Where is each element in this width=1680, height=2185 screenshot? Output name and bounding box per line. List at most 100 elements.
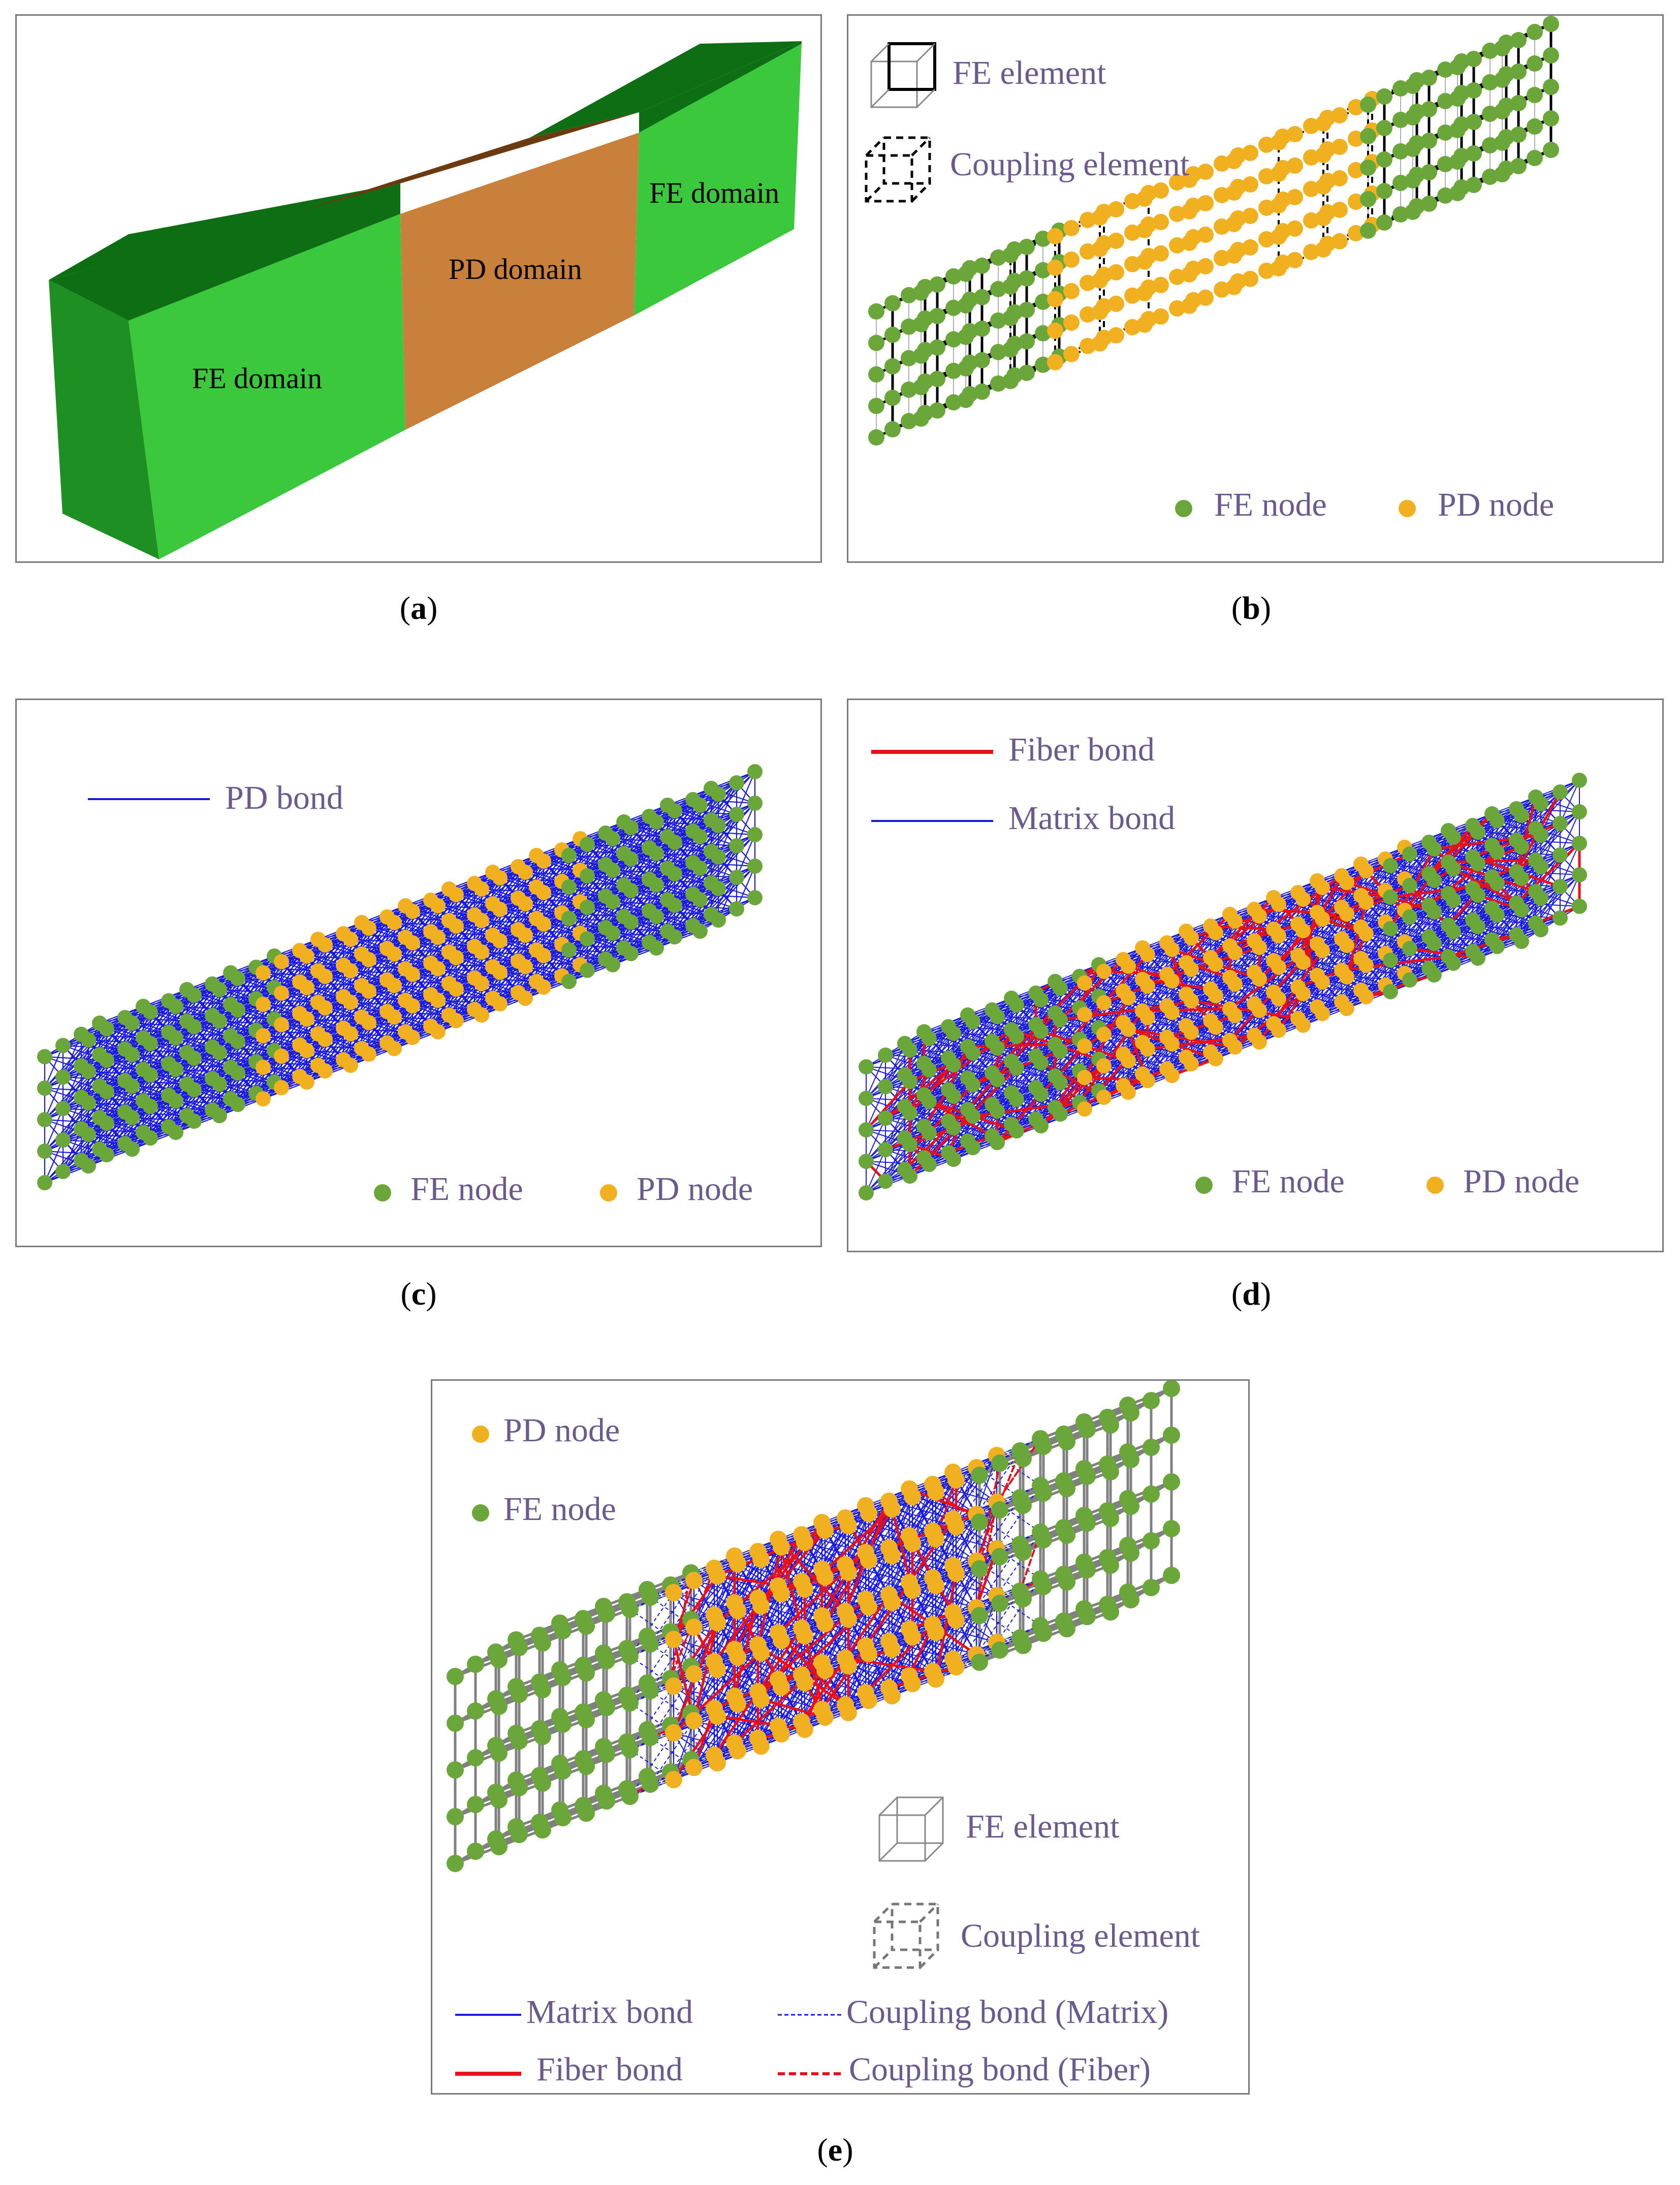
fe-node: [1019, 270, 1035, 287]
fe-node: [143, 1067, 158, 1083]
fe-node: [580, 900, 595, 915]
fe-node: [974, 321, 990, 337]
pd-node: [1258, 231, 1275, 247]
pd-node-label: PD node: [637, 1170, 753, 1208]
fe-node: [1392, 143, 1409, 160]
fe-node: [623, 946, 639, 961]
pd-node: [1303, 149, 1319, 166]
pd-node: [1226, 184, 1242, 201]
pd-node: [1080, 338, 1096, 354]
pd-node: [1063, 220, 1080, 236]
pd-node: [1303, 181, 1319, 197]
pd-node: [1092, 304, 1108, 320]
pd-node: [1258, 200, 1275, 216]
fe-node: [186, 1082, 202, 1097]
pd-node: [474, 944, 489, 960]
fe-node: [143, 1004, 158, 1020]
pd-node: [343, 995, 358, 1010]
pd-node: [387, 946, 402, 962]
fe-node: [212, 1108, 227, 1123]
fe-left-top-corner: [49, 183, 400, 321]
fe-node: [649, 814, 664, 830]
pd-node: [1226, 279, 1242, 295]
fe-node: [1527, 87, 1543, 103]
fe-node: [1494, 72, 1510, 88]
fe-node-label: FE node: [410, 1170, 523, 1208]
fe-node: [561, 942, 577, 958]
fe-node: [81, 1095, 96, 1111]
fe-node: [561, 911, 577, 926]
fe-node: [1466, 114, 1482, 130]
pd-node: [1258, 168, 1275, 184]
fe-node: [1019, 365, 1035, 381]
pd-node: [1332, 139, 1348, 155]
fe-node: [1405, 109, 1421, 125]
fe-node: [901, 287, 917, 303]
pd-node: [536, 853, 551, 869]
fe-node: [1482, 106, 1498, 122]
fe-node: [990, 312, 1006, 329]
fe-node: [1449, 185, 1466, 201]
pd-node: [1136, 285, 1153, 301]
pd-node: [1214, 155, 1230, 172]
pd-node: [343, 1058, 358, 1073]
fe-node: [1527, 150, 1543, 166]
fe-node: [747, 890, 763, 905]
fe-node: [945, 363, 962, 379]
fe-node: [1405, 141, 1421, 157]
pd-domain-label: PD domain: [449, 252, 582, 286]
fe-node: [958, 266, 974, 282]
fe-node: [605, 863, 620, 878]
fe-node: [901, 413, 917, 429]
fe-node: [1002, 247, 1019, 263]
pd-node: [1136, 191, 1153, 207]
fe-node: [1543, 110, 1559, 126]
pd-node: [1108, 327, 1124, 343]
pd-node: [449, 919, 464, 934]
panel-b: FE element Coupling element FE node PD n…: [847, 14, 1664, 563]
fe-node: [1035, 357, 1051, 373]
caption-b: (b): [1231, 590, 1272, 626]
pd-node: [1181, 203, 1197, 219]
fe-node: [1437, 187, 1453, 204]
pd-node: [1092, 272, 1108, 289]
pd-node: [1108, 201, 1124, 217]
fe-node: [124, 1047, 140, 1062]
fe-node: [37, 1175, 52, 1190]
fe-node: [667, 929, 682, 944]
fe-node: [884, 390, 901, 406]
fe-node: [1019, 333, 1035, 350]
fe-node: [1527, 24, 1543, 40]
fe-node: [1494, 103, 1510, 119]
fe-node: [55, 1132, 71, 1148]
fe-node-marker: [1175, 500, 1192, 517]
fe-node: [37, 1081, 52, 1096]
fe-node: [168, 1125, 183, 1140]
pd-bond-label: PD bond: [225, 779, 343, 816]
pd-node: [1315, 115, 1332, 132]
fe-node: [1035, 294, 1051, 310]
fe-node: [99, 1021, 114, 1036]
fe-node: [1421, 196, 1437, 212]
fe-node: [37, 1144, 52, 1159]
fe-node: [667, 898, 682, 913]
pd-node: [1108, 264, 1124, 280]
pd-node: [1242, 176, 1258, 193]
fe-node: [1543, 142, 1559, 158]
pd-node: [361, 921, 376, 936]
pd-node: [405, 1030, 420, 1045]
pd-node: [274, 1080, 289, 1095]
fe-node: [649, 846, 664, 861]
pd-node: [1242, 145, 1258, 161]
pd-node-marker: [1399, 500, 1416, 517]
fe-node: [1510, 32, 1527, 48]
fe-node: [974, 289, 990, 305]
fe-node: [1019, 239, 1035, 255]
pd-node: [1153, 277, 1169, 293]
pd-node: [1226, 216, 1242, 232]
pd-node: [387, 1009, 402, 1025]
fe-node: [1510, 95, 1527, 111]
fe-node: [945, 331, 962, 347]
fe-node: [990, 344, 1006, 360]
pd-node: [1124, 225, 1140, 241]
